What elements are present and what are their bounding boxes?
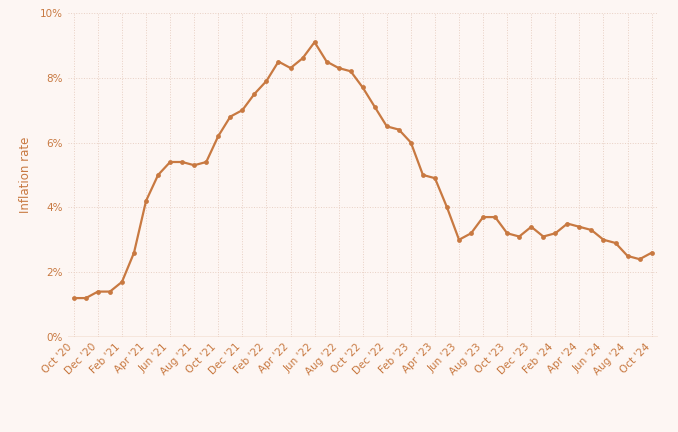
Point: [213, 133, 224, 140]
Point: [430, 175, 441, 182]
Point: [370, 104, 380, 111]
Point: [321, 58, 332, 65]
Point: [357, 84, 368, 91]
Point: [502, 230, 513, 237]
Point: [574, 223, 585, 230]
Point: [165, 159, 176, 165]
Point: [273, 58, 284, 65]
Point: [261, 78, 272, 85]
Point: [68, 295, 79, 302]
Point: [418, 172, 428, 178]
Point: [117, 279, 127, 286]
Point: [538, 233, 549, 240]
Point: [140, 197, 151, 204]
Point: [550, 230, 561, 237]
Point: [441, 204, 452, 211]
Point: [81, 295, 92, 302]
Point: [586, 227, 597, 234]
Y-axis label: Inflation rate: Inflation rate: [18, 137, 32, 213]
Point: [201, 159, 212, 165]
Point: [297, 55, 308, 62]
Point: [598, 236, 609, 243]
Point: [177, 159, 188, 165]
Point: [634, 256, 645, 263]
Point: [225, 113, 236, 120]
Point: [285, 64, 296, 71]
Point: [153, 172, 163, 178]
Point: [104, 288, 115, 295]
Point: [610, 239, 621, 246]
Point: [466, 230, 477, 237]
Point: [393, 126, 404, 133]
Point: [129, 249, 140, 256]
Point: [454, 236, 464, 243]
Point: [382, 123, 393, 130]
Point: [526, 223, 537, 230]
Point: [478, 214, 489, 221]
Point: [188, 162, 199, 169]
Point: [405, 139, 416, 146]
Point: [92, 288, 103, 295]
Point: [622, 252, 633, 259]
Point: [562, 220, 573, 227]
Point: [490, 214, 500, 221]
Point: [345, 68, 356, 75]
Point: [249, 91, 260, 98]
Point: [646, 249, 657, 256]
Point: [309, 39, 320, 46]
Point: [514, 233, 525, 240]
Point: [333, 64, 344, 71]
Point: [237, 107, 247, 114]
